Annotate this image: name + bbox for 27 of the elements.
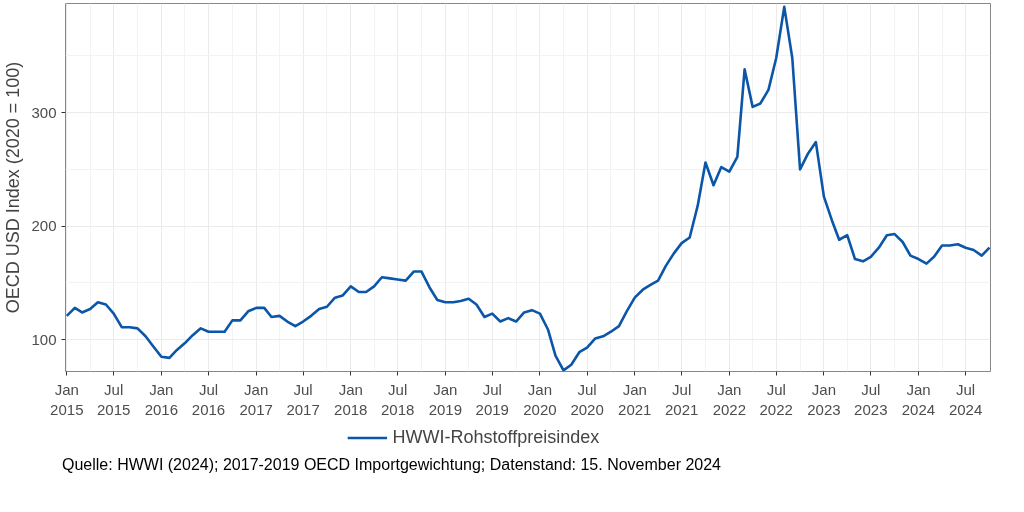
y-tick-label: 200 — [31, 217, 57, 235]
y-tick-label: 100 — [31, 330, 57, 348]
x-tick-label: Jan 2024 — [901, 380, 936, 418]
legend-label: HWWI-Rohstoffpreisindex — [392, 426, 600, 448]
source-note: Quelle: HWWI (2024); 2017-2019 OECD Importgewichtung; Datenstand: 15. November 2024 — [62, 455, 721, 475]
x-tick-label: Jan 2017 — [239, 380, 273, 418]
x-tick-label: Jan 2023 — [807, 380, 841, 418]
x-tick-label: Jan 2019 — [428, 380, 463, 418]
x-tick-label: Jul 2018 — [380, 380, 415, 418]
x-tick-label: Jan 2020 — [523, 380, 557, 418]
x-tick-label: Jul 2019 — [475, 380, 509, 418]
x-tick-label: Jul 2023 — [854, 380, 888, 418]
x-tick-label: Jan 2016 — [144, 380, 179, 418]
x-tick-label: Jan 2022 — [712, 380, 747, 418]
x-tick-label: Jul 2021 — [664, 380, 699, 418]
x-tick-label: Jul 2017 — [286, 380, 320, 418]
x-tick-label: Jan 2018 — [334, 380, 368, 418]
x-tick-label: Jul 2015 — [97, 380, 131, 418]
y-tick-label: 300 — [31, 103, 57, 121]
x-tick-label: Jan 2015 — [50, 380, 84, 418]
x-tick-label: Jul 2016 — [191, 380, 226, 418]
x-tick-label: Jul 2024 — [948, 380, 983, 418]
x-tick-label: Jul 2020 — [570, 380, 604, 418]
x-tick-label: Jan 2021 — [618, 380, 652, 418]
line-series — [65, 5, 991, 372]
y-axis-title: OECD USD Index (2020 = 100) — [3, 61, 24, 314]
x-tick-label: Jul 2022 — [759, 380, 793, 418]
